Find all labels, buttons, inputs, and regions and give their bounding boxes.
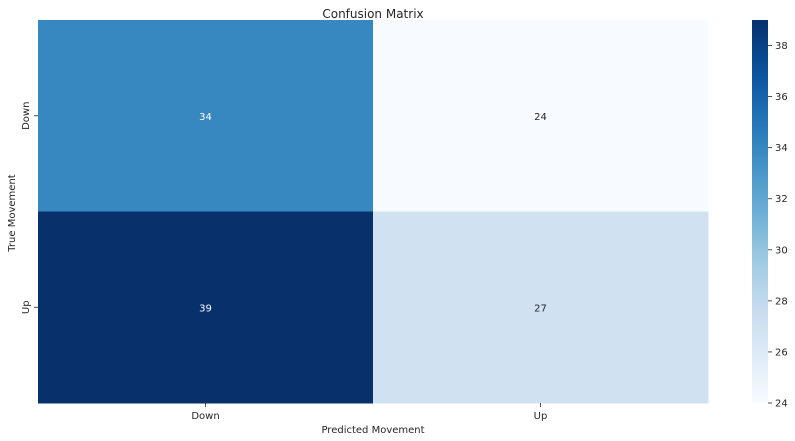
heatmap-cell-1-1 <box>373 211 709 404</box>
colorbar-tick-label-7: 38 <box>775 41 788 52</box>
colorbar-ticks: 24 26 28 30 32 34 36 38 <box>768 41 788 410</box>
colorbar <box>752 20 768 403</box>
chart-title: Confusion Matrix <box>322 7 423 21</box>
cell-annotation-1-0: 39 <box>199 303 212 314</box>
cell-annotation-1-1: 27 <box>534 303 547 314</box>
colorbar-tick-label-3: 30 <box>775 245 788 256</box>
y-tick-label-1: Up <box>21 300 32 314</box>
x-axis-ticks: Down Up <box>191 403 547 422</box>
colorbar-tick-label-2: 28 <box>775 296 788 307</box>
colorbar-tick-label-6: 36 <box>775 92 788 103</box>
colorbar-tick-label-5: 34 <box>775 143 788 154</box>
heatmap-cell-0-1 <box>373 20 709 212</box>
cell-annotation-0-0: 34 <box>199 112 212 123</box>
x-tick-label-0: Down <box>191 411 219 422</box>
heatmap-cells <box>38 20 709 404</box>
heatmap-annotations: 34 24 39 27 <box>199 112 547 315</box>
y-tick-label-0: Down <box>21 102 32 130</box>
heatmap-cell-1-0 <box>38 211 374 404</box>
colorbar-tick-label-4: 32 <box>775 194 788 205</box>
x-tick-label-1: Up <box>534 411 548 422</box>
colorbar-tick-label-1: 26 <box>775 347 788 358</box>
colorbar-tick-label-0: 24 <box>775 399 788 410</box>
y-axis-label: True Movement <box>7 174 18 252</box>
heatmap-cell-0-0 <box>38 20 374 212</box>
cell-annotation-0-1: 24 <box>534 112 547 123</box>
x-axis-label: Predicted Movement <box>321 425 424 436</box>
y-axis-ticks: Down Up <box>21 102 38 314</box>
